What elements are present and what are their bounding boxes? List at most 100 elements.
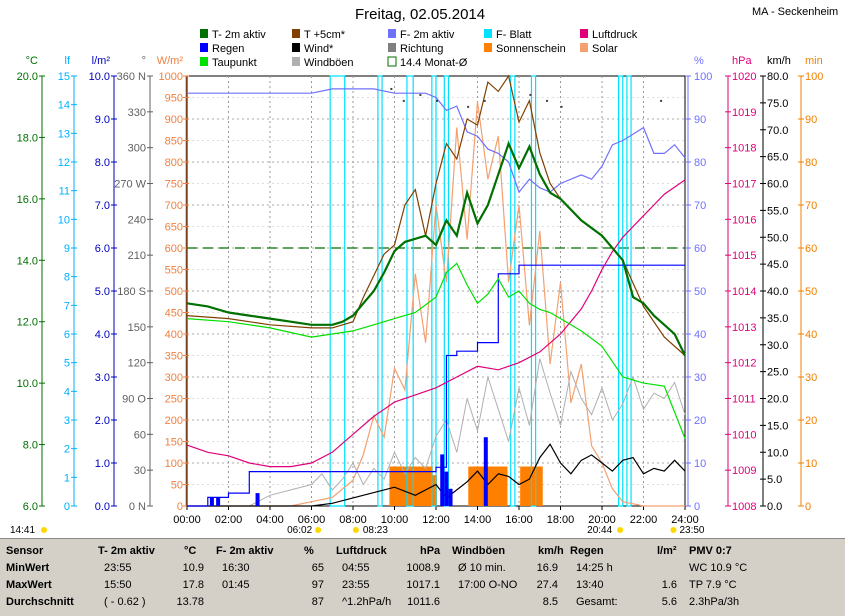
dewpoint-line [186,262,686,439]
pressure-axis-tick-label: 1014 [732,286,756,298]
sunshine-bar [389,466,396,506]
legend-swatch [200,29,208,38]
direction-axis-tick-label: 120 [128,358,146,370]
lf-axis-tick-label: 7 [64,300,70,312]
direction-axis-tick-label: 240 [128,214,146,226]
lf-axis-tick-label: 6 [64,329,70,341]
leaf-wetness-band [377,75,383,507]
solar-axis-tick-label: 250 [165,394,183,406]
stats-column-unit: l/m² [657,545,677,557]
sunshine-bar [489,466,496,506]
x-tick-label: 18:00 [547,514,575,526]
sunshine-bar [393,466,400,506]
humidity-axis-tick-label: 80 [694,157,706,169]
rain-axis-tick-label: 1.0 [95,458,110,470]
air-temp-line [186,140,686,356]
sunshine-bar [472,466,479,506]
wind-axis-tick-label: 5.0 [767,474,782,486]
solar-axis-tick-label: 700 [165,200,183,212]
stats-cell-time: 14:25 h [576,562,613,574]
pressure-axis-tick-label: 1009 [732,465,756,477]
wind-axis-tick-label: 80.0 [767,71,788,83]
sunshine-bar [397,466,404,506]
x-tick-label: 10:00 [381,514,409,526]
stats-column-title: Windböen [452,545,506,557]
stats-column: T- 2m aktiv °C 23:55 10.9 15:50 17.8 ( - 0.62 … [98,541,210,616]
stats-row-label: MaxWert [6,579,52,591]
solar-axis-tick-label: 50 [171,480,183,492]
direction-axis-tick-label: 90 O [122,394,146,406]
solar-axis-tick-label: 200 [165,415,183,427]
stats-cell-value: 2.3hPa/3h [689,596,740,608]
x-tick-label: 12:00 [422,514,450,526]
lf-axis-tick-label: 15 [58,71,70,83]
rain-bar [440,454,445,506]
time-mark-right: 23:50 [679,525,704,536]
solar-axis-tick-label: 900 [165,114,183,126]
direction-axis-tick-label: 150 [128,322,146,334]
chart-canvas: 20.018.016.014.012.010.08.06.0°C15141312… [10,29,823,536]
x-tick-label: 08:00 [339,514,367,526]
sunrise-time: 06:02 [287,525,312,536]
direction-axis-tick-label: 270 W [114,179,146,191]
wind-direction-dot [436,99,438,102]
temp-axis-tick-label: 16.0 [17,194,38,206]
legend-swatch [388,29,396,38]
stats-cell-value: 65 [311,562,324,574]
stats-column-unit: °C [184,545,197,557]
minutes-axis-tick-label: 20 [805,415,817,427]
sunshine-bar [468,466,475,506]
stats-column: F- 2m aktiv% 16:30 65 01:45 97 87 [216,541,330,616]
sunshine-bar [524,466,531,506]
legend-swatch [580,43,588,52]
stats-cell-time: 13:40 [576,579,604,591]
solar-axis-tick-label: 750 [165,179,183,191]
pressure-axis-tick-label: 1019 [732,107,756,119]
rain-axis-tick-label: 2.0 [95,415,110,427]
sunshine-bar [493,466,500,506]
solar-axis-tick-label: 0 [177,501,183,513]
wind-axis-tick-label: 60.0 [767,179,788,191]
legend-label: Sonnenschein [496,43,566,55]
pressure-axis-tick-label: 1020 [732,71,756,83]
pressure-line [186,179,686,468]
humidity-axis-tick-label: 90 [694,114,706,126]
stats-cell-time: 23:55 [342,579,370,591]
lf-axis-unit: lf [65,55,71,67]
stats-column: Windböen km/h Ø 10 min. 16.9 17:00 O-NO 27.4 8… [452,541,564,616]
stats-row-label: MinWert [6,562,50,574]
solar-axis-tick-label: 600 [165,243,183,255]
legend-label: Luftdruck [592,29,638,41]
minutes-axis-tick-label: 60 [805,243,817,255]
humidity-axis-tick-label: 30 [694,372,706,384]
stats-cell-value: 8.5 [542,596,558,608]
wind-direction-dot [483,99,486,102]
solar-axis-tick-label: 400 [165,329,183,341]
wind-gust-line [187,358,686,507]
wind-direction-dot [390,87,393,90]
solar-axis-tick-label: 800 [165,157,183,169]
stats-cell-time: Gesamt: [576,596,618,608]
stats-cell-value: 17.8 [182,579,204,591]
chart-title: Freitag, 02.05.2014 [355,6,486,23]
stats-column-title: Luftdruck [336,545,387,557]
rain-bar [444,471,449,506]
sun-icon [315,527,322,533]
temp-axis-tick-label: 6.0 [23,501,38,513]
legend-label: Richtung [400,43,443,55]
legend-swatch [292,29,300,38]
wind-direction-dot [467,105,470,108]
leaf-wetness-band [617,75,624,507]
lf-axis-tick-label: 4 [64,386,70,398]
rain-bar [255,493,260,506]
lf-axis-tick-label: 8 [64,272,70,284]
stats-cell-value: 16.9 [536,562,558,574]
legend-label: Solar [592,43,618,55]
pressure-axis-unit: hPa [732,55,752,67]
legend-label: T- 2m aktiv [212,29,266,41]
stats-cell-time: Ø 10 min. [458,562,506,574]
wind-axis-tick-label: 55.0 [767,205,788,217]
stats-cell-time: 17:00 O-NO [458,579,518,591]
rain-axis-tick-label: 10.0 [89,71,110,83]
